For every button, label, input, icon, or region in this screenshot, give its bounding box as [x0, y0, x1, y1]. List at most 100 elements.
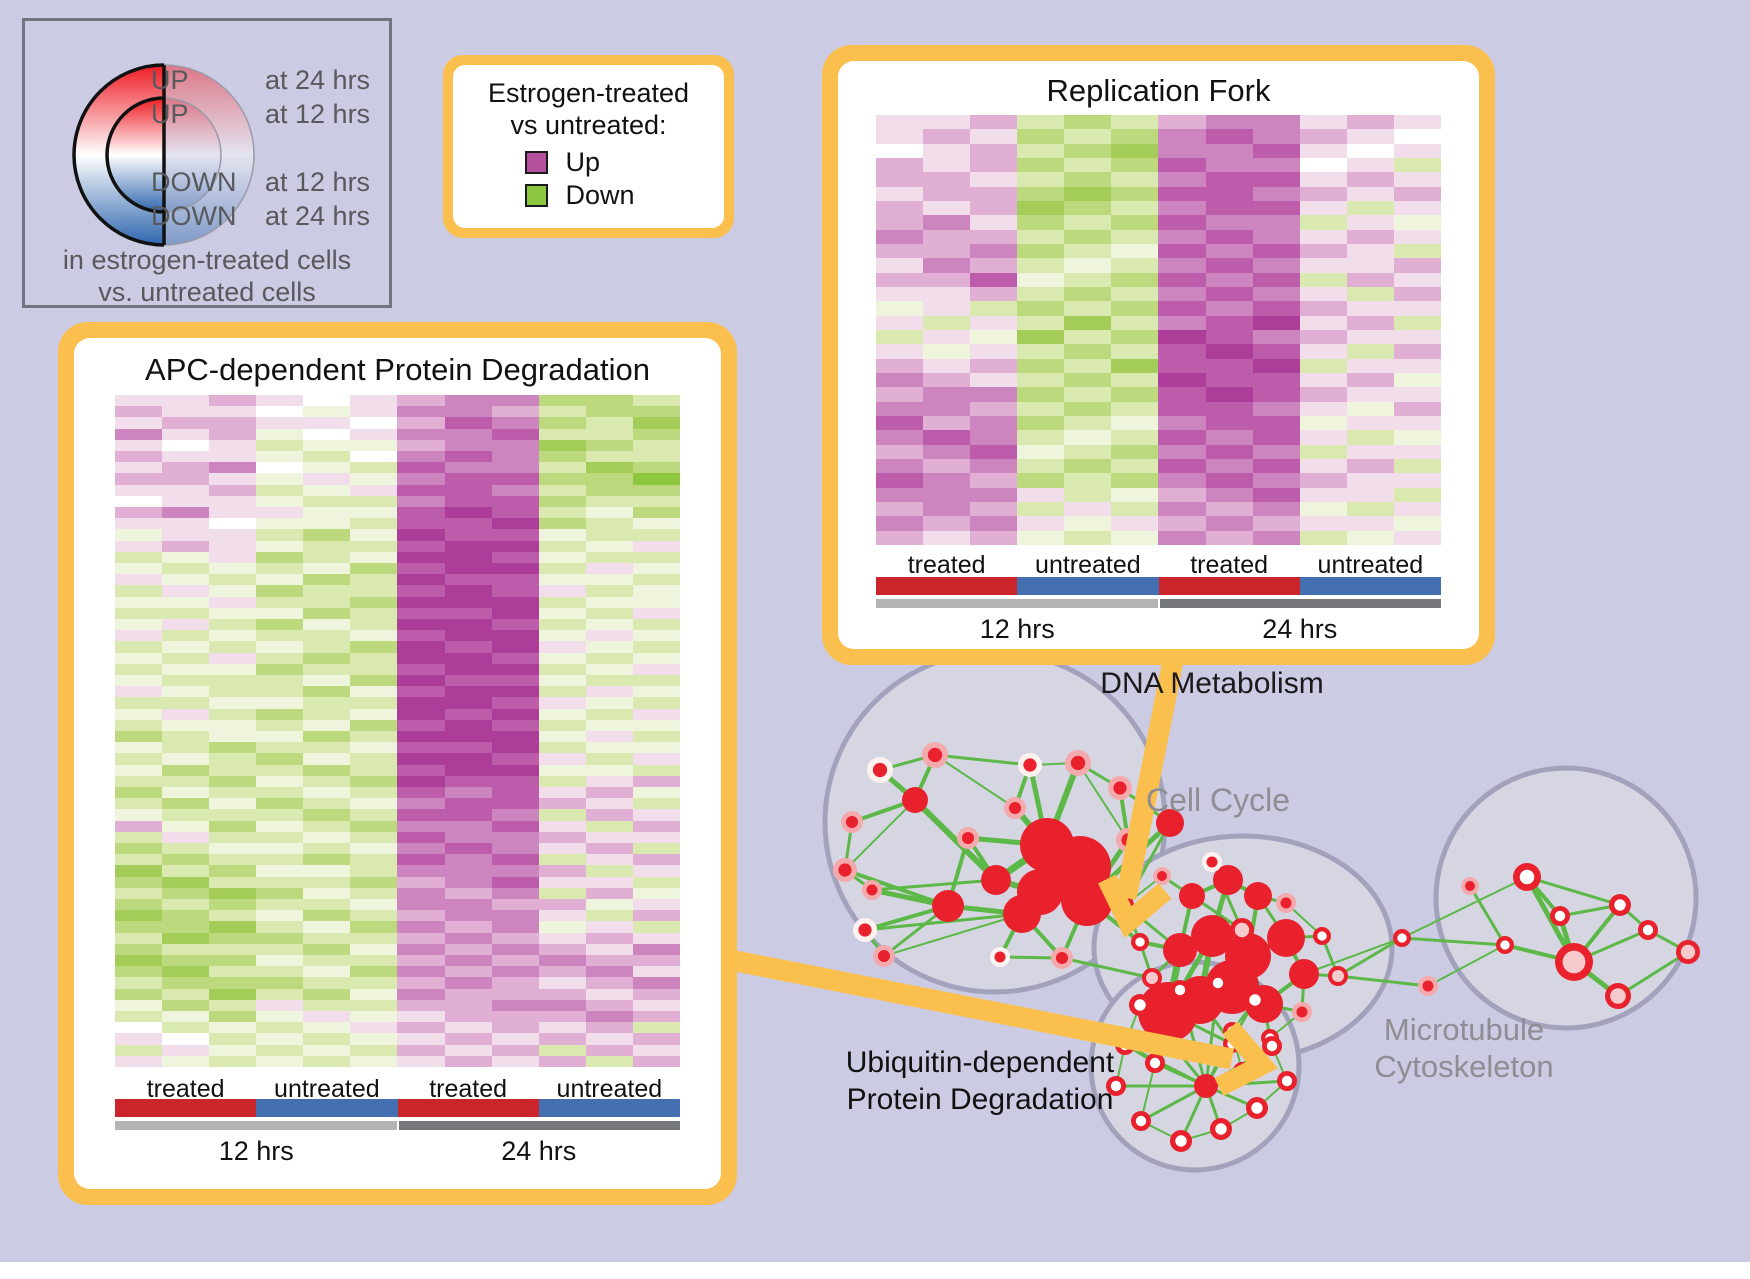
heatmap-cell	[1064, 344, 1112, 359]
heatmap-cell	[397, 641, 445, 653]
heatmap-cell	[491, 708, 539, 720]
heatmap-cell	[970, 458, 1018, 474]
heatmap-cell	[303, 406, 351, 418]
heatmap-cell	[209, 462, 257, 474]
heatmap-cell	[1064, 301, 1112, 316]
network-node-core	[1055, 951, 1069, 965]
heatmap-cell	[923, 243, 971, 259]
heatmap-cell	[209, 999, 257, 1011]
heatmap-cell	[491, 798, 539, 810]
heatmap-cell	[397, 1044, 445, 1056]
heatmap-cell	[491, 921, 539, 933]
heatmap-cell	[585, 585, 633, 597]
heatmap-cell	[1299, 473, 1347, 488]
heatmap-cell	[162, 798, 210, 810]
heatmap-cell	[923, 129, 971, 144]
heatmap-cell	[585, 506, 633, 519]
heatmap-cell	[538, 618, 586, 631]
ring-legend-time: at 12 hrs	[265, 99, 371, 129]
heatmap-cell	[1017, 200, 1065, 216]
heatmap-cell	[491, 966, 539, 978]
heatmap-cell	[632, 775, 680, 787]
heatmap-cell	[115, 876, 163, 888]
heatmap-cell	[1252, 401, 1300, 416]
heatmap-cell	[162, 1044, 210, 1056]
heatmap-cell	[632, 719, 680, 731]
heatmap-cell	[491, 764, 539, 776]
heatmap-cell	[397, 708, 445, 720]
heatmap-cell	[491, 417, 539, 429]
heatmap-cell	[1111, 444, 1159, 459]
heatmap-cell	[1393, 272, 1441, 287]
heatmap-cell	[256, 831, 304, 843]
heatmap-cell	[209, 954, 257, 967]
heatmap-cell	[1205, 229, 1253, 244]
heatmap-cell	[1064, 272, 1112, 287]
heatmap-cell	[162, 417, 210, 429]
heatmap-cell	[115, 786, 163, 799]
heatmap-cell	[538, 439, 586, 451]
heatmap-cell	[1205, 115, 1253, 130]
heatmap-cell	[1393, 200, 1441, 216]
heatmap-cell	[585, 641, 633, 653]
heatmap-cell	[444, 652, 492, 664]
heatmap-cell	[538, 663, 586, 675]
heatmap-cell	[491, 506, 539, 519]
heatmap-cell	[585, 954, 633, 967]
heatmap-cell	[1252, 243, 1300, 259]
heatmap-cell	[585, 630, 633, 642]
heatmap-cell	[162, 596, 210, 608]
heatmap-cell	[444, 842, 492, 855]
estrogen-legend-inner: Estrogen-treated vs untreated: Up Down	[453, 65, 724, 228]
heatmap-cell	[491, 518, 539, 530]
heatmap-cell	[209, 932, 257, 944]
replication-fork-heatmap	[876, 115, 1441, 545]
heatmap-cell	[1205, 372, 1253, 388]
heatmap-cell	[397, 506, 445, 519]
heatmap-cell	[303, 417, 351, 429]
heatmap-cell	[876, 401, 924, 416]
heatmap-cell	[1158, 301, 1206, 316]
heatmap-cell	[876, 286, 924, 302]
network-label: Microtubule	[1384, 1012, 1544, 1047]
heatmap-cell	[491, 910, 539, 922]
heatmap-cell	[585, 1033, 633, 1045]
heatmap-cell	[970, 258, 1018, 273]
heatmap-cell	[115, 764, 163, 776]
heatmap-cell	[1252, 444, 1300, 459]
heatmap-cell	[585, 686, 633, 698]
heatmap-cell	[444, 1010, 492, 1023]
heatmap-cell	[1064, 530, 1112, 545]
heatmap-cell	[1064, 430, 1112, 445]
heatmap-cell	[632, 697, 680, 709]
network-label: Cytoskeleton	[1374, 1049, 1553, 1084]
heatmap-cell	[632, 921, 680, 933]
heatmap-cell	[1158, 487, 1206, 502]
heatmap-cell	[923, 301, 971, 316]
heatmap-cell	[444, 641, 492, 653]
heatmap-cell	[923, 258, 971, 273]
heatmap-cell	[632, 518, 680, 530]
heatmap-cell	[1017, 329, 1065, 345]
heatmap-cell	[491, 1022, 539, 1034]
heatmap-cell	[538, 820, 586, 832]
heatmap-cell	[115, 585, 163, 597]
network-node-solid	[1194, 1074, 1218, 1098]
heatmap-cell	[1346, 186, 1394, 201]
heatmap-cell	[397, 585, 445, 597]
heatmap-cell	[303, 820, 351, 832]
heatmap-cell	[538, 708, 586, 720]
heatmap-cell	[209, 428, 257, 440]
heatmap-cell	[585, 1010, 633, 1023]
heatmap-cell	[585, 943, 633, 955]
heatmap-cell	[162, 854, 210, 866]
heatmap-cell	[1111, 372, 1159, 388]
heatmap-cell	[115, 663, 163, 675]
heatmap-cell	[632, 618, 680, 631]
heatmap-cell	[350, 1010, 398, 1023]
heatmap-cell	[115, 462, 163, 474]
heatmap-cell	[1346, 387, 1394, 402]
heatmap-cell	[876, 430, 924, 445]
heatmap-cell	[923, 372, 971, 388]
